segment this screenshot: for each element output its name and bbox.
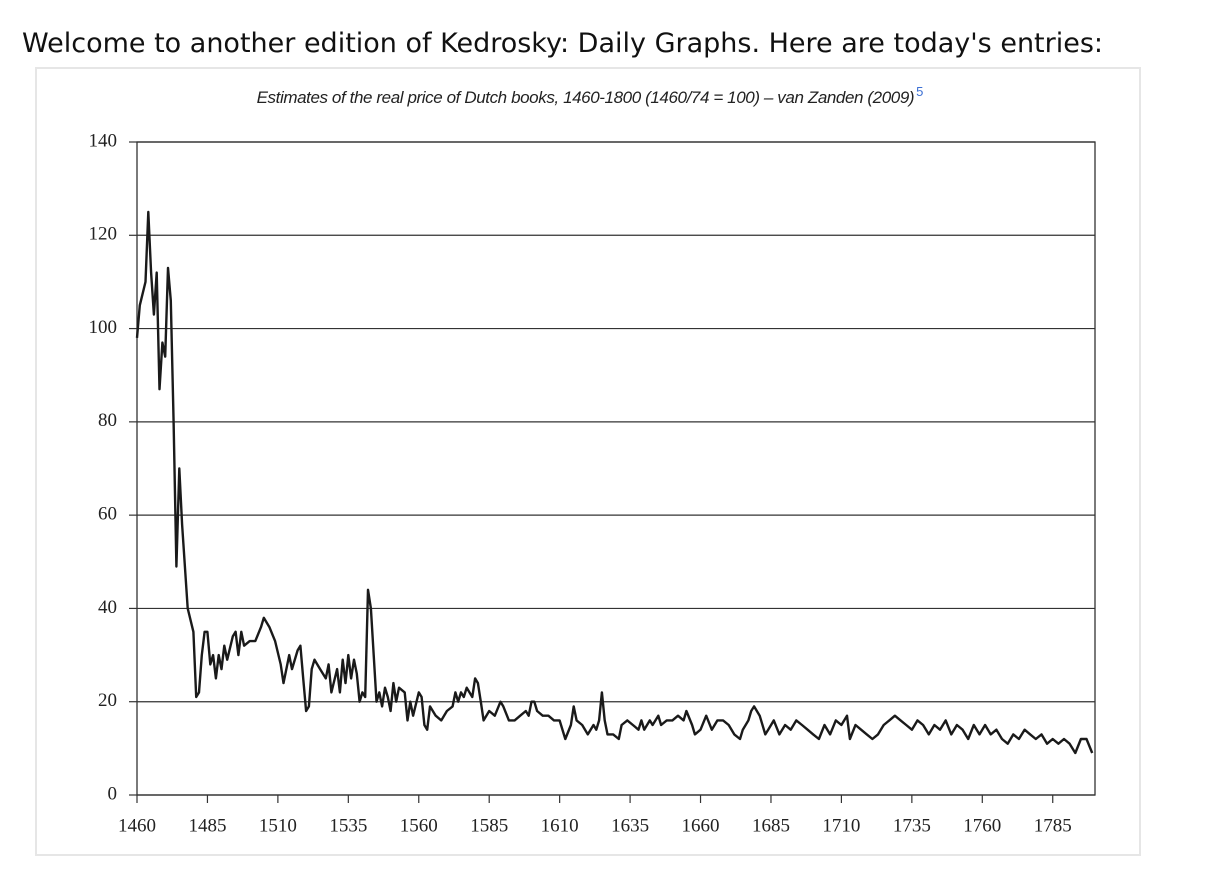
x-tick-label: 1660 <box>682 815 720 836</box>
x-tick-label: 1635 <box>611 815 649 836</box>
page-heading: Welcome to another edition of Kedrosky: … <box>22 28 1103 59</box>
x-tick-label: 1560 <box>400 815 438 836</box>
chart-title-wrap: Estimates of the real price of Dutch boo… <box>257 84 924 107</box>
y-tick-label: 140 <box>89 130 118 151</box>
chart-title: Estimates of the real price of Dutch boo… <box>257 88 915 107</box>
y-tick-label: 20 <box>98 690 117 711</box>
x-tick-label: 1535 <box>329 815 367 836</box>
y-tick-label: 80 <box>98 410 117 431</box>
x-tick-label: 1485 <box>188 815 226 836</box>
y-tick-label: 120 <box>89 224 118 245</box>
x-tick-label: 1785 <box>1034 815 1072 836</box>
y-tick-label: 100 <box>89 317 118 338</box>
x-tick-label: 1735 <box>893 815 931 836</box>
x-tick-label: 1460 <box>118 815 156 836</box>
x-tick-label: 1760 <box>963 815 1001 836</box>
chart-card <box>35 67 1141 856</box>
data-line <box>135 210 1094 755</box>
x-tick-label: 1610 <box>541 815 579 836</box>
y-tick-label: 60 <box>98 504 117 525</box>
footnote: 5 <box>916 84 923 99</box>
x-tick-label: 1710 <box>822 815 860 836</box>
y-tick-label: 40 <box>98 597 117 618</box>
x-tick-label: 1685 <box>752 815 790 836</box>
y-tick-label: 0 <box>108 783 118 804</box>
x-tick-label: 1510 <box>259 815 297 836</box>
x-tick-label: 1585 <box>470 815 508 836</box>
